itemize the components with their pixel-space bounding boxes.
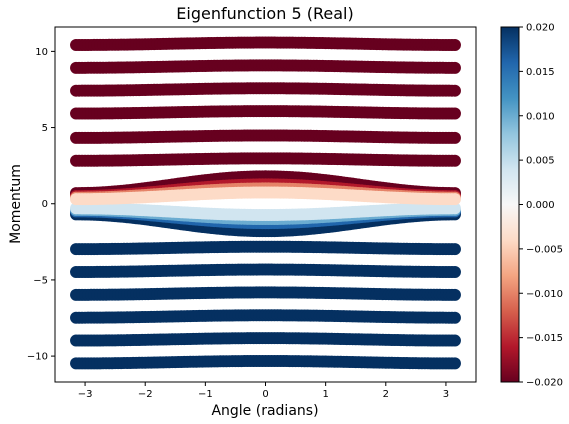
- momentum-band: [70, 355, 461, 369]
- scatter-point: [449, 39, 461, 51]
- y-tick-label: 5: [42, 123, 48, 134]
- chart-title: Eigenfunction 5 (Real): [176, 4, 353, 23]
- y-tick-label: −5: [33, 275, 48, 286]
- colorbar-tick-label: 0.010: [526, 111, 555, 122]
- momentum-band: [70, 105, 461, 119]
- colorbar-ticks: 0.020 0.015 0.010 0.005 0.000 −0.005 −0.010 −0.…: [519, 23, 563, 389]
- momentum-band: [70, 241, 461, 255]
- scatter-point: [449, 155, 461, 167]
- momentum-band: [70, 152, 461, 166]
- colorbar-tick-label: −0.010: [526, 289, 563, 300]
- scatter-point: [449, 132, 461, 144]
- colorbar-tick-label: −0.005: [526, 244, 563, 255]
- x-tick-label: −3: [78, 389, 93, 400]
- x-tick-label: −1: [198, 389, 213, 400]
- y-axis-label: Momentum: [8, 164, 24, 244]
- colorbar-tick-label: 0.000: [526, 200, 555, 211]
- colorbar-tick-label: 0.015: [526, 67, 555, 78]
- x-axis-label: Angle (radians): [211, 403, 318, 419]
- x-tick-label: −2: [138, 389, 153, 400]
- x-tick-label: 2: [383, 389, 389, 400]
- y-axis: 10 5 0 −5 −10: [27, 47, 55, 363]
- colorbar: 0.020 0.015 0.010 0.005 0.000 −0.005 −0.010 −0.…: [501, 23, 563, 389]
- y-tick-label: 0: [42, 199, 48, 210]
- momentum-band: [70, 286, 461, 300]
- y-tick-label: 10: [35, 47, 48, 58]
- scatter-point: [449, 335, 461, 347]
- scatter-point: [449, 243, 461, 255]
- x-tick-label: 1: [322, 389, 328, 400]
- colorbar-tick-label: 0.020: [526, 23, 555, 34]
- momentum-band: [70, 37, 461, 51]
- scatter-point: [449, 357, 461, 369]
- momentum-band: [70, 59, 461, 73]
- scatter-point: [449, 312, 461, 324]
- colorbar-tick-label: 0.005: [526, 156, 555, 167]
- x-axis: −3 −2 −1 0 1 2 3: [78, 382, 449, 400]
- plot-area: [70, 37, 461, 370]
- x-tick-label: 3: [443, 389, 449, 400]
- scatter-point: [449, 62, 461, 74]
- colorbar-tick-label: −0.020: [526, 378, 563, 389]
- momentum-band: [70, 264, 461, 278]
- colorbar-tick-label: −0.015: [526, 333, 563, 344]
- scatter-point: [449, 108, 461, 120]
- momentum-band: [70, 309, 461, 323]
- y-tick-label: −10: [27, 352, 48, 363]
- scatter-point: [449, 266, 461, 278]
- momentum-band: [70, 129, 461, 143]
- scatter-point: [449, 289, 461, 301]
- scatter-point: [449, 85, 461, 97]
- momentum-band: [70, 332, 461, 346]
- momentum-band: [70, 82, 461, 96]
- x-tick-label: 0: [262, 389, 268, 400]
- colorbar-strip: [501, 27, 519, 382]
- scatter-point: [449, 193, 461, 205]
